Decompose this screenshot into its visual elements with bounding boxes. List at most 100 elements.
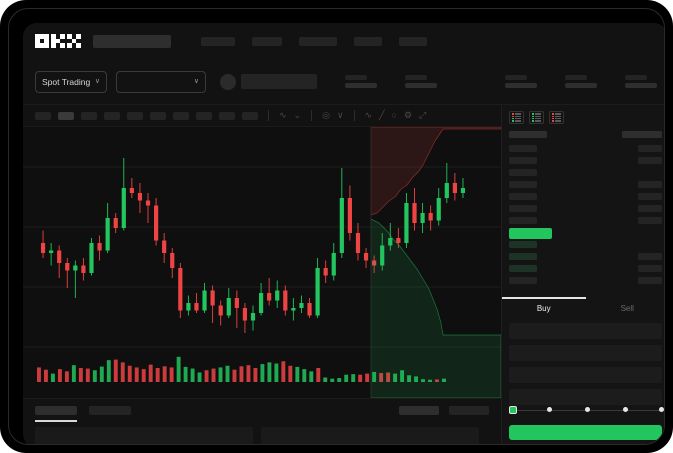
price-field[interactable] (509, 345, 662, 361)
total-field[interactable] (509, 389, 662, 405)
trading-mode-label: Spot Trading (42, 76, 91, 87)
template-icon[interactable]: ◎ (322, 110, 330, 120)
nav-items-group (201, 36, 427, 46)
market-stat-4-value (565, 83, 597, 88)
percent-stop-50[interactable] (585, 407, 590, 412)
orderbook-row[interactable] (502, 241, 664, 248)
timeframe-button-9[interactable] (219, 111, 235, 120)
orderbook-cell-amount (638, 277, 662, 284)
depth-overlay-chart (370, 127, 501, 398)
timeframe-button-8[interactable] (196, 111, 212, 120)
candlestick-chart (23, 158, 501, 382)
mode-asks-lines (555, 113, 561, 122)
fullscreen-icon[interactable]: ⤢ (419, 110, 427, 120)
orderbook-row[interactable] (502, 253, 664, 260)
percent-slider-handle[interactable] (509, 406, 517, 414)
order-type-field[interactable] (509, 323, 662, 339)
orderbook-mode-both-icon[interactable] (509, 111, 524, 124)
nav-item-3[interactable] (299, 36, 337, 46)
percent-slider[interactable] (509, 405, 664, 415)
mode-both-lines (515, 113, 521, 122)
orderbook-cell-price (509, 157, 537, 164)
orderbook-cell-amount (638, 265, 662, 272)
mode-bids-bars (531, 113, 534, 122)
compare-icon[interactable]: ⌄ (293, 110, 302, 120)
orderbook-cell-amount (638, 157, 662, 164)
orderbook-row[interactable] (502, 145, 664, 152)
market-stat-4 (565, 75, 597, 88)
orders-action-2[interactable] (449, 406, 489, 415)
timeframe-button-7[interactable] (173, 111, 189, 120)
volume-series (37, 356, 446, 382)
orderbook-cell-amount (638, 145, 662, 152)
drawing-tools-icon[interactable]: ╱ (379, 110, 385, 120)
timeframe-button-6[interactable] (150, 111, 166, 120)
orderbook-cell-price (509, 181, 537, 188)
tab-buy[interactable]: Buy (502, 297, 586, 319)
logo-glyph-o (35, 34, 49, 48)
percent-stop-25[interactable] (547, 407, 552, 412)
mode-bids-lines (535, 113, 541, 122)
nav-item-2[interactable] (252, 36, 282, 46)
timeframe-button-1[interactable] (35, 111, 51, 120)
timeframe-button-4[interactable] (104, 111, 120, 120)
orderbook-header-price (509, 131, 547, 138)
orders-rows (35, 427, 479, 444)
orderbook-row[interactable] (502, 277, 664, 284)
market-stat-3 (505, 75, 537, 88)
orders-actions (399, 406, 489, 415)
chart-toolbar: ∿ ⌄ ◎ ∨ ∿ ╱ ○ ⚙ ⤢ (23, 105, 664, 127)
okx-logo-icon[interactable] (35, 34, 81, 48)
orderbook-cell-price (509, 277, 537, 284)
trading-pair-select[interactable]: ∨ (116, 70, 206, 93)
price-chart-area[interactable] (23, 127, 501, 398)
market-stat-1-value (345, 83, 377, 88)
orderbook-cell-price (509, 169, 537, 176)
tab-open-orders[interactable] (35, 406, 77, 422)
orders-tabs (35, 406, 131, 422)
search-input[interactable] (93, 34, 171, 48)
orderbook-row[interactable] (502, 181, 664, 188)
orders-action-1[interactable] (399, 406, 439, 415)
indicator-icon[interactable]: ∿ (279, 110, 287, 120)
pair-header-bar: Spot Trading ∨ ∨ (23, 59, 664, 105)
snapshot-icon[interactable]: ○ (391, 110, 397, 120)
chart-type-caret-icon[interactable]: ∨ (336, 110, 344, 120)
top-navigation-bar (23, 23, 664, 59)
orderbook-cell-price (509, 253, 537, 260)
percent-stop-100[interactable] (659, 407, 664, 412)
orderbook-row[interactable] (502, 193, 664, 200)
trading-mode-select[interactable]: Spot Trading ∨ (35, 70, 107, 93)
timeframe-button-2[interactable] (58, 111, 74, 120)
orderbook-row[interactable] (502, 217, 664, 224)
percent-stop-75[interactable] (623, 407, 628, 412)
line-chart-icon[interactable]: ∿ (364, 110, 373, 120)
pair-name-placeholder (241, 74, 317, 89)
tab-buy-label: Buy (536, 303, 551, 313)
nav-item-4[interactable] (354, 36, 382, 46)
orderbook-mode-asks-icon[interactable] (549, 111, 564, 124)
timeframe-button-10[interactable] (242, 111, 258, 120)
settings-icon[interactable]: ⚙ (403, 110, 413, 120)
orderbook-cell-price (509, 217, 537, 224)
nav-item-1[interactable] (201, 36, 235, 46)
nav-item-5[interactable] (399, 36, 427, 46)
market-stat-3-label (505, 75, 527, 80)
orderbook-row[interactable] (502, 157, 664, 164)
orderbook-row[interactable] (502, 169, 664, 176)
orderbook-cell-price (509, 193, 537, 200)
orderbook-mode-bids-icon[interactable] (529, 111, 544, 124)
toolbar-divider-1 (268, 110, 269, 121)
submit-order-button[interactable] (509, 425, 662, 440)
orderbook-row[interactable] (502, 265, 664, 272)
tab-sell[interactable]: Sell (586, 297, 665, 319)
orderbook-row[interactable] (502, 205, 664, 212)
orderbook-header-row (502, 131, 664, 138)
orderbook-list[interactable] (502, 131, 664, 291)
amount-field[interactable] (509, 367, 662, 383)
orderbook-cell-amount (638, 205, 662, 212)
logo-glyph-k (51, 34, 65, 48)
timeframe-button-3[interactable] (81, 111, 97, 120)
timeframe-button-5[interactable] (127, 111, 143, 120)
tab-order-history[interactable] (89, 406, 131, 415)
